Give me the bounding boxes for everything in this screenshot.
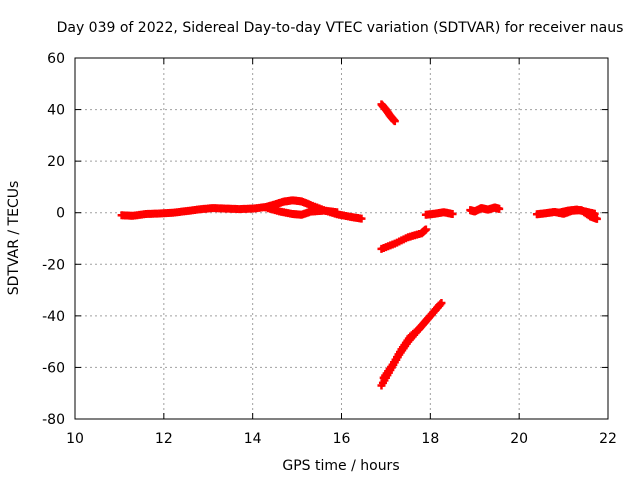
data-point — [435, 301, 444, 310]
x-tick-label: 22 — [599, 431, 617, 447]
x-tick-label: 16 — [333, 431, 351, 447]
x-tick-label: 10 — [66, 431, 84, 447]
data-point — [495, 204, 504, 213]
y-tick-label: -60 — [42, 360, 65, 376]
data-point — [390, 117, 399, 126]
grid — [75, 58, 608, 419]
data-point — [590, 209, 599, 218]
y-tick-label: -40 — [42, 309, 65, 325]
x-tick-label: 14 — [244, 431, 262, 447]
ticks: 10 12 14 16 18 20 22 -80 -60 -40 -20 0 20 40 60 — [42, 51, 617, 447]
scatter-series — [377, 100, 399, 126]
x-tick-label: 18 — [421, 431, 439, 447]
scatter-series — [466, 203, 504, 216]
scatter-series — [421, 208, 457, 219]
y-tick-label: -80 — [42, 412, 65, 428]
data-point — [421, 225, 430, 234]
x-tick-label: 20 — [510, 431, 528, 447]
y-tick-label: 20 — [47, 154, 65, 170]
data-point — [448, 210, 457, 219]
y-tick-label: 40 — [47, 103, 65, 119]
y-tick-label: 60 — [47, 51, 65, 67]
scatter-series — [379, 301, 444, 382]
chart-title: Day 039 of 2022, Sidereal Day-to-day VTE… — [57, 20, 624, 36]
y-axis-label: SDTVAR / TECUs — [6, 181, 22, 296]
y-tick-label: 0 — [56, 206, 65, 222]
data-point — [592, 214, 601, 223]
y-tick-label: -20 — [42, 257, 65, 273]
x-axis-label: GPS time / hours — [282, 458, 399, 474]
data-point — [333, 208, 342, 217]
x-tick-label: 12 — [155, 431, 173, 447]
scatter-series — [555, 205, 599, 218]
data-marks — [117, 100, 601, 390]
data-point — [357, 214, 366, 223]
scatter-series — [377, 225, 430, 253]
scatter-series — [261, 203, 342, 219]
